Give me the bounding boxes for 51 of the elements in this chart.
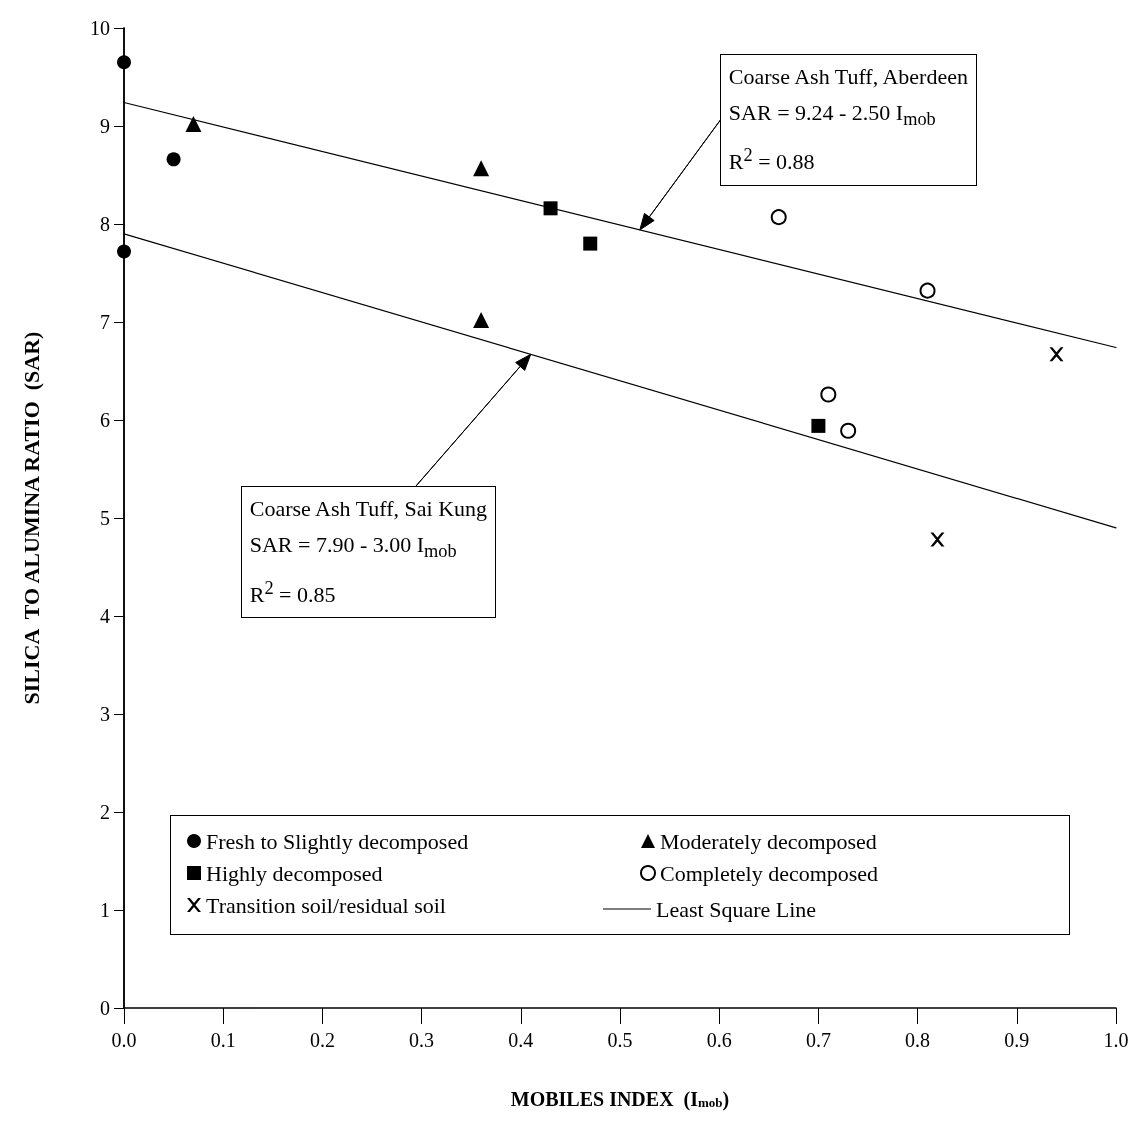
point [1049, 347, 1064, 362]
y-tick-label: 9 [100, 115, 110, 137]
point [811, 418, 826, 433]
x-tick-label: 0.7 [805, 1029, 831, 1051]
x-tick-label: 0.3 [409, 1029, 435, 1051]
point [117, 244, 131, 259]
y-tick-label: 1 [100, 899, 110, 921]
x-axis-title: MOBILES INDEX (Imob) [510, 1087, 730, 1111]
y-tick-label: 8 [100, 213, 110, 235]
x-tick-label: 0.0 [111, 1029, 137, 1051]
y-tick-label: 10 [90, 17, 110, 39]
x-tick-label: 1.0 [1103, 1029, 1129, 1051]
y-tick-label: 2 [100, 801, 110, 823]
point [185, 116, 202, 133]
annotation: SAR = 9.24 - 2.50 I$_{mob}$ [728, 98, 937, 132]
legend-label: Least Square Line [656, 896, 817, 922]
x-tick-label: 0.1 [210, 1029, 236, 1051]
point [840, 422, 857, 439]
x-tick-label: 0.2 [309, 1029, 335, 1051]
y-tick-label: 4 [100, 605, 110, 627]
point [820, 386, 837, 403]
legend-label: Transition soil/residual soil [206, 892, 446, 918]
point [583, 236, 598, 251]
legend-label: Highly decomposed [206, 860, 383, 886]
annotation: R$^{2}$ = 0.85 [249, 576, 337, 610]
annotation: Coarse Ash Tuff, Aberdeen [728, 62, 968, 91]
annotation: SAR = 7.90 - 3.00 I$_{mob}$ [249, 531, 458, 564]
y-tick-label: 3 [100, 703, 110, 725]
legend-label: Fresh to Slightly decomposed [206, 828, 469, 854]
x-tick-label: 0.8 [905, 1029, 931, 1051]
y-tick-label: 0 [100, 997, 110, 1019]
point [166, 152, 181, 167]
annotation: Coarse Ash Tuff, Sai Kung [249, 495, 488, 524]
x-tick-label: 0.6 [706, 1029, 732, 1051]
y-axis-title: SILICA TO ALUMINA RATIO (SAR) [18, 331, 44, 705]
point [473, 312, 490, 329]
point [770, 209, 787, 226]
y-tick-label: 7 [100, 311, 110, 333]
y-tick-label: 6 [100, 409, 110, 431]
x-tick-label: 0.5 [607, 1029, 633, 1051]
point [919, 282, 936, 299]
x-tick-label: 0.9 [1004, 1029, 1030, 1051]
annotation: R$^{2}$ = 0.88 [728, 144, 816, 177]
legend-label: Completely decomposed [660, 860, 879, 886]
point [117, 55, 131, 70]
point [543, 201, 558, 216]
x-tick-label: 0.4 [508, 1029, 534, 1051]
y-tick-label: 5 [100, 507, 110, 529]
legend-label: Moderately decomposed [660, 828, 877, 854]
point [930, 532, 945, 547]
point [473, 160, 490, 177]
